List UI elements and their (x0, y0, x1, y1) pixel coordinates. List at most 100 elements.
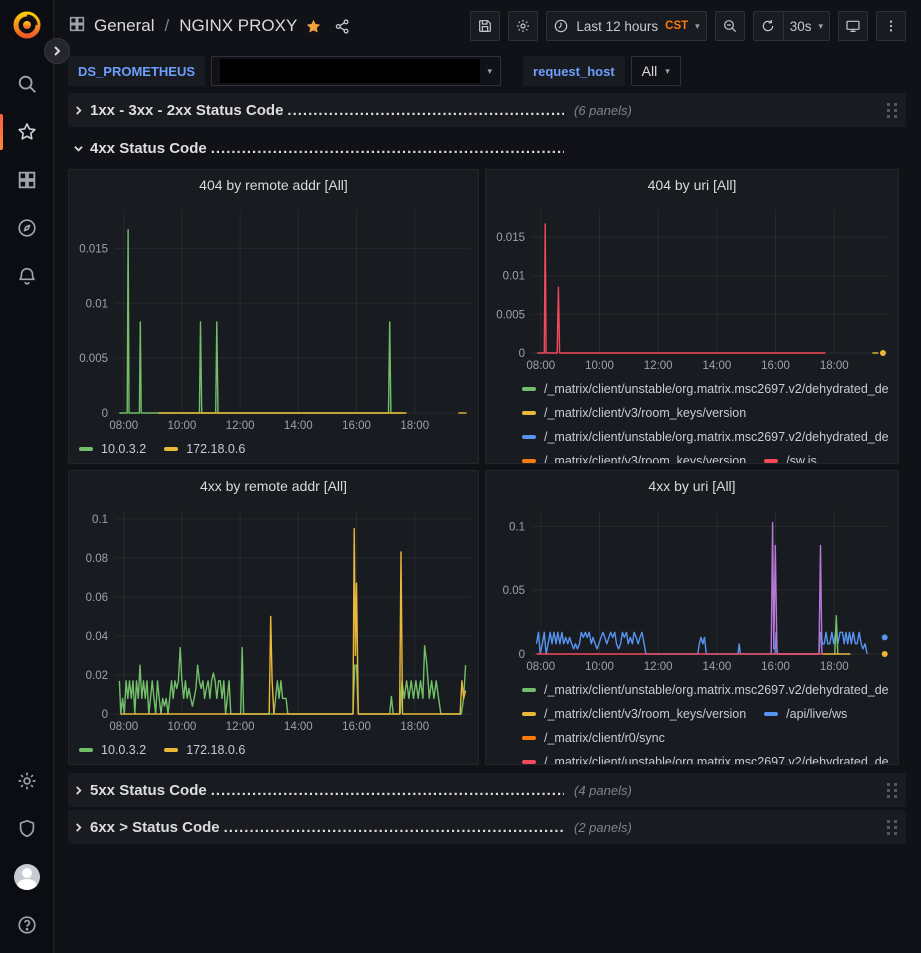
row-leader-dots: ........................................… (287, 101, 564, 119)
svg-text:16:00: 16:00 (342, 420, 371, 432)
legend-label: 10.0.3.2 (101, 442, 147, 456)
variable-value-request-host[interactable]: All ▾ (630, 56, 681, 86)
row-drag-handle[interactable] (887, 782, 898, 798)
datasource-value-redacted (220, 59, 480, 83)
legend-swatch (522, 459, 536, 463)
grafana-logo[interactable] (12, 10, 42, 40)
panel-title[interactable]: 404 by remote addr [All] (199, 177, 348, 193)
sidebar-item-server-admin[interactable] (0, 805, 54, 853)
panel-title[interactable]: 4xx by uri [All] (648, 478, 736, 494)
legend-swatch (764, 712, 779, 716)
legend-item[interactable]: /_matrix/client/v3/room_keys/version (522, 406, 746, 420)
legend-swatch (79, 748, 93, 752)
row-header-1xx-3xx-2xx[interactable]: 1xx - 3xx - 2xx Status Code ............… (68, 93, 906, 127)
avatar (13, 864, 40, 890)
svg-text:0.08: 0.08 (86, 553, 108, 565)
svg-text:16:00: 16:00 (761, 661, 790, 673)
share-icon[interactable] (334, 18, 351, 35)
legend-item[interactable]: /_matrix/client/unstable/org.matrix.msc2… (522, 382, 888, 396)
legend-item[interactable]: 172.18.0.6 (164, 442, 245, 456)
svg-text:0: 0 (102, 709, 108, 721)
legend-item[interactable]: /_matrix/client/v3/room_keys/version (522, 454, 746, 463)
dashboard-toolbar: Last 12 hours CST ▾ 30s ▾ (470, 11, 906, 41)
legend-item[interactable]: /_matrix/client/unstable/org.matrix.msc2… (522, 683, 888, 697)
svg-text:18:00: 18:00 (820, 360, 849, 372)
row-title: 1xx - 3xx - 2xx Status Code (90, 101, 284, 119)
row-header-6xx[interactable]: 6xx > Status Code ......................… (68, 810, 906, 844)
svg-text:10:00: 10:00 (168, 721, 197, 733)
legend-item[interactable]: 172.18.0.6 (164, 743, 245, 757)
row-title: 5xx Status Code (90, 781, 207, 799)
legend-item[interactable]: /api/live/ws (764, 707, 847, 721)
legend-swatch (164, 447, 179, 451)
svg-text:10:00: 10:00 (168, 420, 197, 432)
dashboard-header: General / NGINX PROXY Last 12 hours CST … (68, 0, 906, 52)
chevron-down-icon: ▾ (695, 20, 700, 31)
svg-text:0: 0 (519, 649, 525, 661)
user-avatar[interactable] (0, 853, 54, 901)
panel-legend: /_matrix/client/unstable/org.matrix.msc2… (486, 375, 898, 463)
variable-label-ds-prometheus[interactable]: DS_PROMETHEUS (68, 56, 206, 86)
variable-label-request-host[interactable]: request_host (523, 56, 625, 86)
row-header-5xx[interactable]: 5xx Status Code ........................… (68, 773, 906, 807)
chevron-down-icon: ▾ (818, 20, 823, 31)
sidebar-item-dashboards[interactable] (0, 156, 54, 204)
variable-value-ds-prometheus[interactable]: ▾ (211, 56, 502, 86)
chart-canvas[interactable]: 0 0.005 0.01 0.015 08:00 10:00 12:00 14:00 16:00… (486, 200, 898, 375)
panel-title[interactable]: 4xx by remote addr [All] (199, 478, 348, 494)
legend-label: /_matrix/client/unstable/org.matrix.msc2… (544, 382, 888, 396)
sidebar-item-help[interactable] (0, 901, 54, 949)
legend-item[interactable]: /_matrix/client/unstable/org.matrix.msc2… (522, 755, 888, 764)
breadcrumb-separator: / (164, 16, 170, 35)
legend-item[interactable]: 10.0.3.2 (79, 442, 146, 456)
sidebar-item-configuration[interactable] (0, 757, 54, 805)
row-drag-handle[interactable] (887, 102, 898, 118)
chevron-down-icon: ▾ (487, 65, 493, 76)
breadcrumb-title[interactable]: NGINX PROXY (179, 16, 298, 35)
timezone-label: CST (665, 20, 689, 32)
refresh-interval-picker[interactable]: 30s ▾ (782, 11, 830, 41)
expand-sidebar-button[interactable] (44, 38, 70, 64)
row-leader-dots: ........................................… (210, 139, 564, 157)
row-drag-handle[interactable] (887, 819, 898, 835)
breadcrumb: General / NGINX PROXY (68, 15, 351, 38)
favorite-star-icon[interactable] (305, 18, 322, 35)
time-range-label: Last 12 hours (576, 18, 659, 34)
row-title: 4xx Status Code (90, 139, 207, 157)
legend-item[interactable]: 10.0.3.2 (79, 743, 146, 757)
tv-mode-button[interactable] (838, 11, 868, 41)
dashboard-settings-button[interactable] (508, 11, 539, 41)
chart-canvas[interactable]: 0 0.05 0.1 08:00 10:00 12:00 14:00 16:00 18:00 (486, 501, 898, 676)
legend-item[interactable]: /_matrix/client/unstable/org.matrix.msc2… (522, 430, 888, 444)
legend-swatch (522, 760, 536, 764)
svg-text:0.04: 0.04 (86, 631, 109, 643)
row-header-4xx[interactable]: 4xx Status Code ........................… (68, 131, 906, 165)
legend-item[interactable]: /sw.js (764, 454, 817, 463)
legend-swatch (764, 459, 779, 463)
legend-swatch (522, 387, 536, 391)
breadcrumb-section[interactable]: General (94, 16, 155, 35)
chevron-right-icon (74, 105, 90, 115)
row-panel-count: (2 panels) (574, 819, 632, 835)
sidebar-item-explore[interactable] (0, 204, 54, 252)
svg-text:08:00: 08:00 (526, 360, 555, 372)
legend-item[interactable]: /_matrix/client/v3/room_keys/version (522, 707, 746, 721)
svg-text:0.01: 0.01 (86, 298, 108, 310)
zoom-out-time-button[interactable] (714, 11, 745, 41)
panel-title[interactable]: 404 by uri [All] (647, 177, 737, 193)
save-dashboard-button[interactable] (470, 11, 501, 41)
sidebar-item-alerting[interactable] (0, 252, 54, 300)
sidebar-item-starred[interactable] (0, 108, 54, 156)
kebab-menu-button[interactable] (876, 11, 906, 41)
legend-swatch (522, 736, 536, 740)
chart-canvas[interactable]: 0 0.005 0.01 0.015 08:00 10:00 12:00 14:00 16:00… (69, 200, 478, 435)
svg-text:14:00: 14:00 (284, 721, 313, 733)
time-range-picker[interactable]: Last 12 hours CST ▾ (546, 11, 707, 41)
legend-label: 172.18.0.6 (186, 442, 246, 456)
request-host-value: All (641, 63, 658, 79)
search-icon[interactable] (0, 60, 54, 108)
legend-item[interactable]: /_matrix/client/r0/sync (522, 731, 665, 745)
chart-canvas[interactable]: 0 0.02 0.04 0.06 0.08 0.1 08:00 10:00 12:00 14:00… (69, 501, 478, 736)
refresh-button[interactable] (752, 11, 783, 41)
panel-grid: 404 by remote addr [All] 0 0.005 0.01 0.015… (68, 169, 906, 765)
